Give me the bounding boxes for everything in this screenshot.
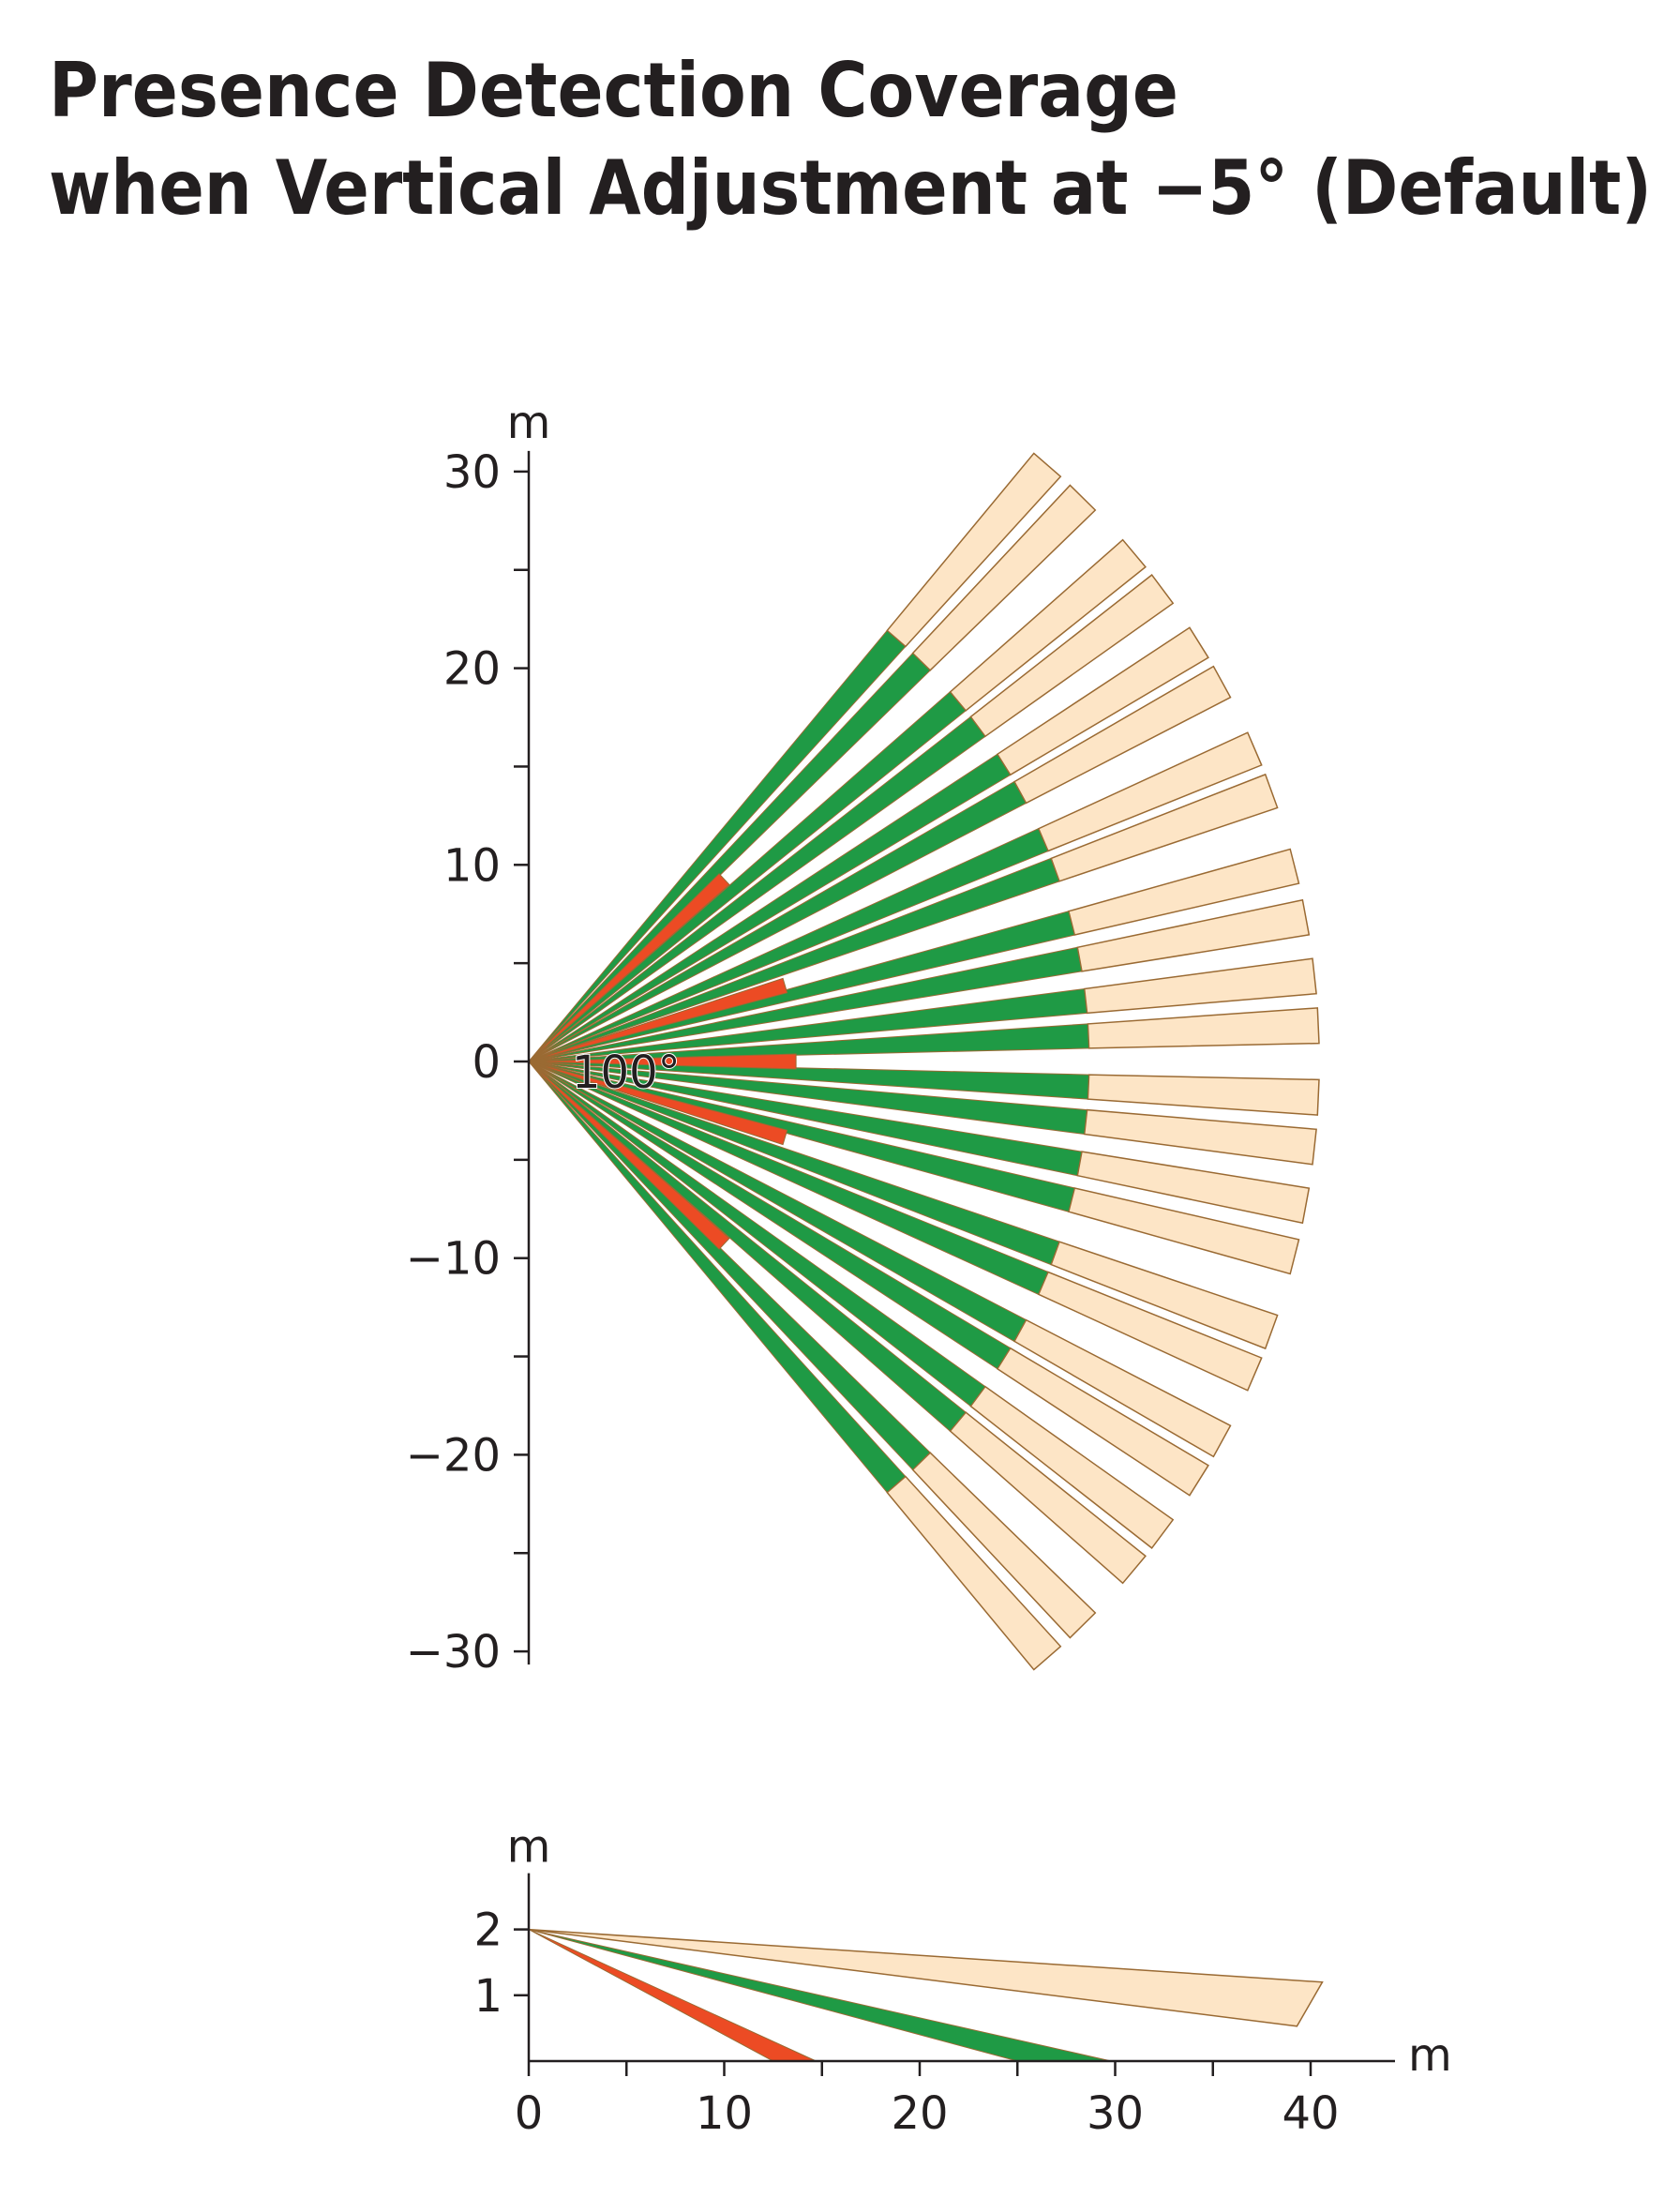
axis-unit: m [1408,2029,1452,2082]
presence-zone [528,946,1083,1062]
x-tick-label: 0 [515,2087,544,2140]
presence-zone [528,780,1028,1062]
x-tick-label: 30 [1087,2087,1144,2140]
presence-zone [528,1061,931,1471]
x-tick-label: 10 [696,2087,753,2140]
far-zone [528,1928,1324,2027]
x-tick-label: 40 [1282,2087,1339,2140]
presence-zone [528,1061,1083,1177]
title-line: when Vertical Adjustment at −5° (Default… [49,144,1652,232]
near-zone [528,873,730,1062]
presence-zone [528,753,1012,1062]
title-line: Presence Detection Coverage [49,47,1178,134]
y-tick-label: −10 [406,1233,501,1286]
presence-zone [528,1061,1088,1136]
near-zone [528,1061,788,1146]
presence-zone [528,1061,1060,1266]
presence-zone [528,1023,1090,1062]
y-tick-label: 2 [473,1904,502,1957]
y-tick-label: −20 [406,1429,501,1482]
y-tick-label: 20 [443,643,501,696]
presence-zone [528,1061,1028,1343]
y-tick-label: 1 [473,1970,502,2023]
y-tick-label: 30 [443,446,501,499]
presence-zone [528,1061,907,1494]
presence-zone [528,987,1088,1062]
presence-zone [528,1061,1049,1295]
presence-zone [528,1061,986,1408]
far-zone [1087,1007,1320,1049]
x-tick-label: 20 [891,2087,948,2140]
y-tick-label: 10 [443,839,501,892]
presence-zone [528,652,931,1062]
angle-label: 100° [572,1046,681,1099]
far-zone [1087,1074,1320,1116]
top-view: 30 20 10 0 −10 −20 −30 m 100° [406,397,1320,1679]
axis-unit: m [507,1821,551,1874]
presence-zone [528,857,1060,1062]
y-tick-label: −30 [406,1626,501,1679]
presence-zone [528,1061,967,1432]
presence-zone [528,828,1049,1062]
presence-zone [528,715,986,1062]
axis-unit: m [507,397,551,449]
near-zone [528,977,788,1062]
presence-zone [528,629,907,1062]
y-tick-label: 0 [472,1036,501,1089]
presence-zone [528,1061,1090,1100]
presence-zone [528,1061,1012,1370]
far-zone [1083,957,1317,1015]
presence-zone [528,691,967,1062]
near-zone [528,1061,730,1250]
near-zone [528,1053,797,1070]
far-zone [1083,1108,1317,1166]
